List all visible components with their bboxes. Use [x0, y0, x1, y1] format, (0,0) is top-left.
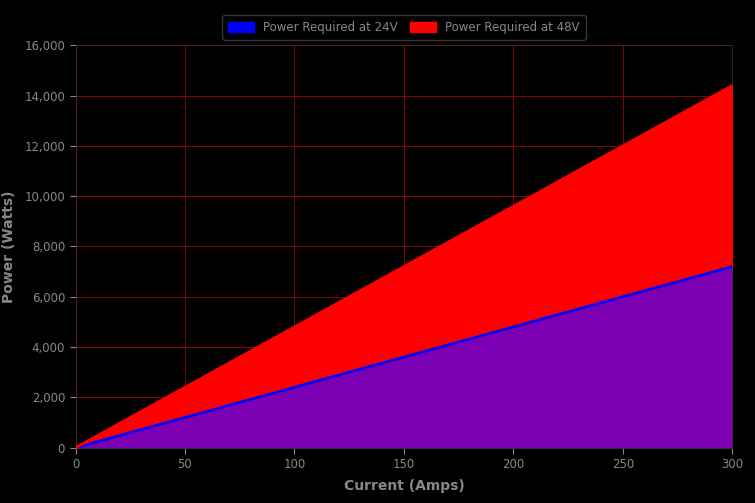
X-axis label: Current (Amps): Current (Amps)	[344, 479, 464, 493]
Legend: Power Required at 24V, Power Required at 48V: Power Required at 24V, Power Required at…	[222, 15, 586, 40]
Y-axis label: Power (Watts): Power (Watts)	[2, 190, 16, 303]
